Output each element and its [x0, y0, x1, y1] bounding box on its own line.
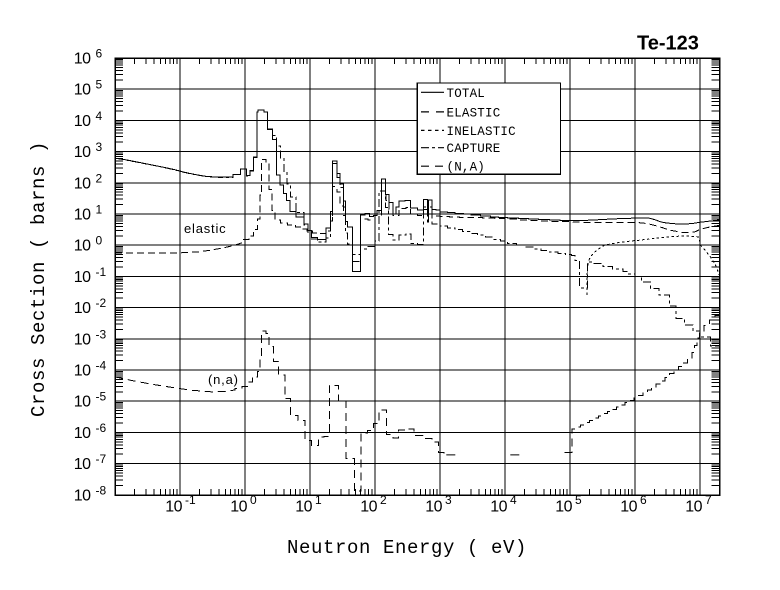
svg-text:-1: -1 — [185, 493, 196, 507]
svg-text:10: 10 — [490, 499, 507, 516]
svg-text:10: 10 — [74, 113, 91, 130]
svg-text:ELASTIC: ELASTIC — [447, 106, 501, 120]
svg-text:6: 6 — [96, 47, 103, 61]
svg-text:10: 10 — [425, 499, 442, 516]
svg-text:10: 10 — [165, 499, 182, 516]
svg-text:-7: -7 — [96, 452, 107, 466]
svg-text:TOTAL: TOTAL — [447, 87, 486, 101]
svg-text:6: 6 — [640, 493, 647, 507]
svg-text:2: 2 — [96, 171, 103, 185]
svg-text:CAPTURE: CAPTURE — [447, 142, 501, 156]
svg-text:10: 10 — [74, 331, 91, 348]
svg-text:5: 5 — [96, 78, 103, 92]
svg-text:10: 10 — [74, 487, 91, 504]
svg-text:Cross Section ( barns ): Cross Section ( barns ) — [28, 141, 50, 417]
svg-text:10: 10 — [74, 238, 91, 255]
svg-text:10: 10 — [620, 499, 637, 516]
svg-text:Neutron Energy ( eV): Neutron Energy ( eV) — [287, 537, 527, 559]
svg-text:10: 10 — [74, 300, 91, 317]
svg-text:INELASTIC: INELASTIC — [447, 125, 516, 139]
svg-text:-1: -1 — [96, 265, 107, 279]
svg-text:5: 5 — [575, 493, 582, 507]
svg-text:10: 10 — [74, 207, 91, 224]
svg-text:Te-123: Te-123 — [637, 33, 699, 55]
svg-text:10: 10 — [295, 499, 312, 516]
svg-text:10: 10 — [555, 499, 572, 516]
svg-text:3: 3 — [96, 140, 103, 154]
svg-text:-6: -6 — [96, 421, 107, 435]
svg-text:10: 10 — [74, 363, 91, 380]
svg-text:10: 10 — [74, 175, 91, 192]
svg-text:elastic: elastic — [184, 221, 226, 236]
svg-text:-3: -3 — [96, 327, 107, 341]
svg-text:-5: -5 — [96, 390, 107, 404]
svg-text:10: 10 — [360, 499, 377, 516]
svg-text:7: 7 — [705, 493, 712, 507]
svg-text:(N,A): (N,A) — [447, 161, 486, 175]
svg-text:10: 10 — [685, 499, 702, 516]
svg-text:10: 10 — [74, 394, 91, 411]
svg-text:(n,a): (n,a) — [208, 372, 239, 387]
svg-text:4: 4 — [510, 493, 517, 507]
svg-text:10: 10 — [74, 51, 91, 68]
svg-text:4: 4 — [96, 109, 103, 123]
svg-text:1: 1 — [315, 493, 322, 507]
svg-text:-2: -2 — [96, 296, 107, 310]
svg-text:3: 3 — [445, 493, 452, 507]
svg-text:-8: -8 — [96, 483, 107, 497]
svg-text:10: 10 — [230, 499, 247, 516]
svg-text:0: 0 — [96, 234, 103, 248]
svg-text:10: 10 — [74, 144, 91, 161]
svg-text:10: 10 — [74, 456, 91, 473]
svg-text:10: 10 — [74, 425, 91, 442]
svg-text:0: 0 — [250, 493, 257, 507]
svg-text:1: 1 — [96, 203, 103, 217]
svg-text:-4: -4 — [96, 359, 107, 373]
svg-text:10: 10 — [74, 269, 91, 286]
svg-text:2: 2 — [380, 493, 387, 507]
svg-text:10: 10 — [74, 82, 91, 99]
